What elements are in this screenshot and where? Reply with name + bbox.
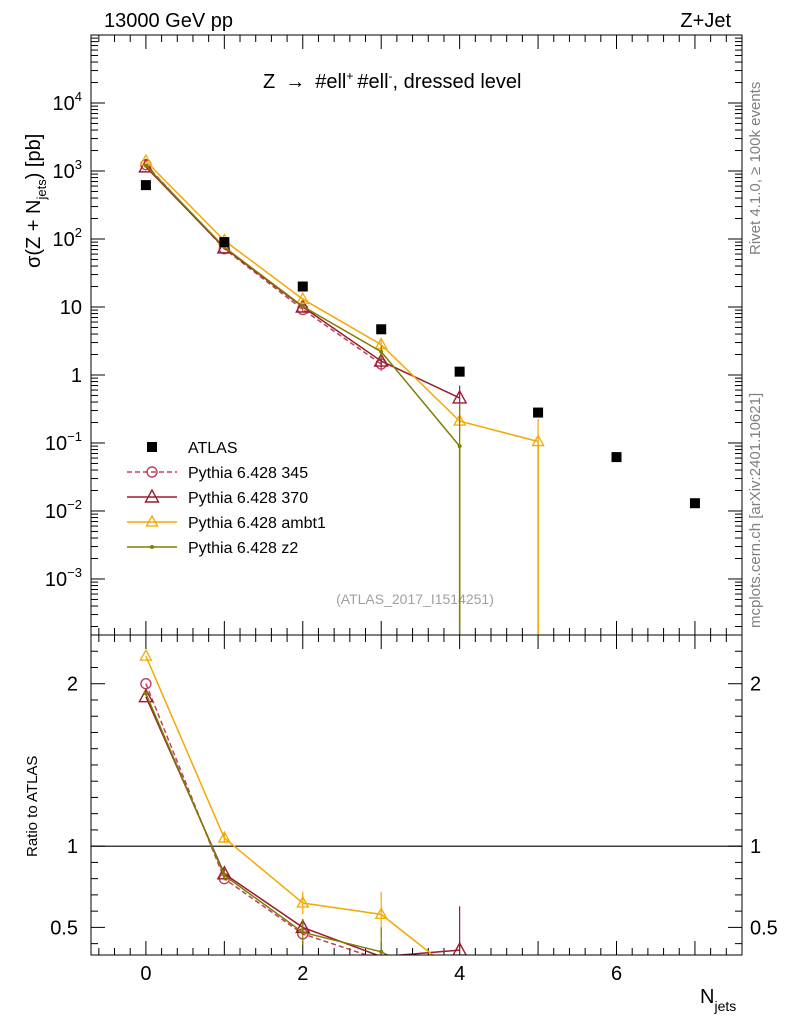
plot-title: Z → #ell+ #ell-, dressed level	[263, 69, 521, 93]
ratio-point-3	[222, 873, 227, 878]
side-label-rivet: Rivet 4.1.0, ≥ 100k events	[747, 82, 764, 255]
series-point-1	[373, 352, 389, 367]
atlas-data-point	[376, 324, 387, 335]
ratio-point-3	[143, 691, 148, 696]
ratio-line-2	[145, 655, 435, 955]
atlas-data-point	[689, 498, 700, 509]
series-point-2	[296, 291, 310, 304]
x-tick-label: 2	[297, 963, 308, 985]
x-tick-label: 4	[454, 963, 465, 985]
legend-marker-3	[150, 545, 154, 549]
legend-marker-atlas	[147, 442, 157, 452]
ratio-tick-label-left: 2	[67, 674, 78, 696]
ratio-series-group	[138, 648, 467, 955]
atlas-data-point	[297, 281, 308, 292]
series-point-3	[143, 163, 148, 168]
y-tick-label-exp: 4	[75, 89, 82, 104]
y-tick-label-exp: 3	[75, 157, 82, 172]
main-series-group	[138, 153, 700, 635]
y-tick-label-base: 10	[45, 569, 67, 591]
y-tick-label-exp: −3	[67, 565, 82, 580]
series-point-3	[379, 349, 384, 354]
ratio-y-axis-label: Ratio to ATLAS	[24, 756, 41, 857]
x-tick-label: 6	[611, 963, 622, 985]
y-tick-label-base: 10	[45, 433, 67, 455]
ratio-point-2	[139, 648, 153, 661]
atlas-data-point	[533, 407, 544, 418]
ratio-point-1	[452, 941, 467, 955]
series-point-2	[531, 434, 545, 447]
ratio-series-clipped	[138, 648, 467, 955]
series-point-1	[138, 158, 154, 173]
ratio-tick-label-right: 2	[750, 674, 761, 696]
xlabel-sub: jets	[713, 998, 736, 1014]
title-arrow: →	[285, 71, 305, 93]
ratio-line-0	[145, 683, 369, 955]
y-tick-label-exp: −1	[67, 429, 82, 444]
xlabel-main: N	[700, 986, 714, 1008]
y-tick-label: 10	[60, 297, 82, 319]
y-tick-label-exp: −2	[67, 497, 82, 512]
y-tick-label-exp: 2	[75, 225, 82, 240]
ratio-point-3	[300, 930, 305, 935]
y-tick-label-base: 10	[53, 161, 75, 183]
header-right: Z+Jet	[680, 10, 731, 32]
ylabel-pre: σ(Z + N	[23, 200, 45, 268]
y-tick-label: 10−1	[45, 429, 82, 455]
side-label-mcplots: mcplots.cern.ch [arXiv:2401.10621]	[747, 393, 764, 628]
legend-marker-0	[146, 466, 158, 478]
x-tick-label: 0	[140, 963, 151, 985]
y-tick-label: 104	[53, 89, 82, 115]
title-ell2: #ell	[357, 71, 388, 93]
title-ell1: #ell	[315, 71, 346, 93]
legend: ATLAS Pythia 6.428 345 Pythia 6.428 370 Pyt…	[127, 440, 326, 557]
y-tick-label: 10−3	[45, 565, 82, 591]
y-tick-label: 10−2	[45, 497, 82, 523]
ratio-tick-label-right: 1	[750, 836, 761, 858]
analysis-id: (ATLAS_2017_I1514251)	[336, 591, 494, 607]
title-z: Z	[263, 71, 275, 93]
y-tick-label-base: 10	[53, 229, 75, 251]
legend-marker-1	[144, 488, 160, 503]
y-axis-label: σ(Z + Njets) [pb]	[23, 134, 49, 268]
ratio-point-2	[217, 830, 231, 843]
ylabel-sub: jets	[34, 179, 49, 201]
ratio-axes-group: 0 2 4 6 0.5 0.5 1 1 2 2	[50, 634, 778, 985]
legend-label-0: Pythia 6.428 345	[188, 465, 308, 482]
legend-label-1: Pythia 6.428 370	[188, 490, 308, 507]
series-point-3	[457, 444, 462, 449]
atlas-data-point	[140, 180, 151, 191]
title-minus: -	[389, 69, 393, 83]
ratio-point-3	[379, 949, 384, 954]
y-tick-label-base: 10	[45, 501, 67, 523]
ratio-point-2	[374, 907, 388, 920]
y-tick-label: 102	[53, 225, 82, 251]
series-point-1	[295, 298, 311, 313]
atlas-data-point	[454, 366, 465, 377]
ratio-tick-label-right: 0.5	[750, 917, 778, 939]
legend-label-3: Pythia 6.428 z2	[188, 540, 298, 557]
series-line-2	[145, 160, 539, 443]
header-left: 13000 GeV pp	[104, 10, 233, 32]
y-tick-label: 103	[53, 157, 82, 183]
legend-label-atlas: ATLAS	[188, 440, 238, 457]
atlas-data-point	[611, 452, 622, 463]
title-rest: , dressed level	[393, 71, 522, 93]
ratio-tick-label-left: 1	[67, 836, 78, 858]
ratio-tick-label-left: 0.5	[50, 917, 78, 939]
ratio-point-2	[296, 895, 310, 908]
y-tick-label-base: 10	[53, 93, 75, 115]
series-point-3	[300, 304, 305, 309]
legend-label-2: Pythia 6.428 ambt1	[188, 515, 326, 532]
x-axis-label: Njets	[700, 986, 736, 1014]
title-plus: +	[346, 69, 353, 83]
legend-marker-2	[145, 514, 159, 527]
ratio-plot-frame	[90, 634, 743, 956]
atlas-data-point	[219, 237, 230, 248]
y-tick-label: 1	[71, 365, 82, 387]
ylabel-post: ) [pb]	[23, 134, 45, 180]
ratio-point-1	[138, 688, 154, 703]
